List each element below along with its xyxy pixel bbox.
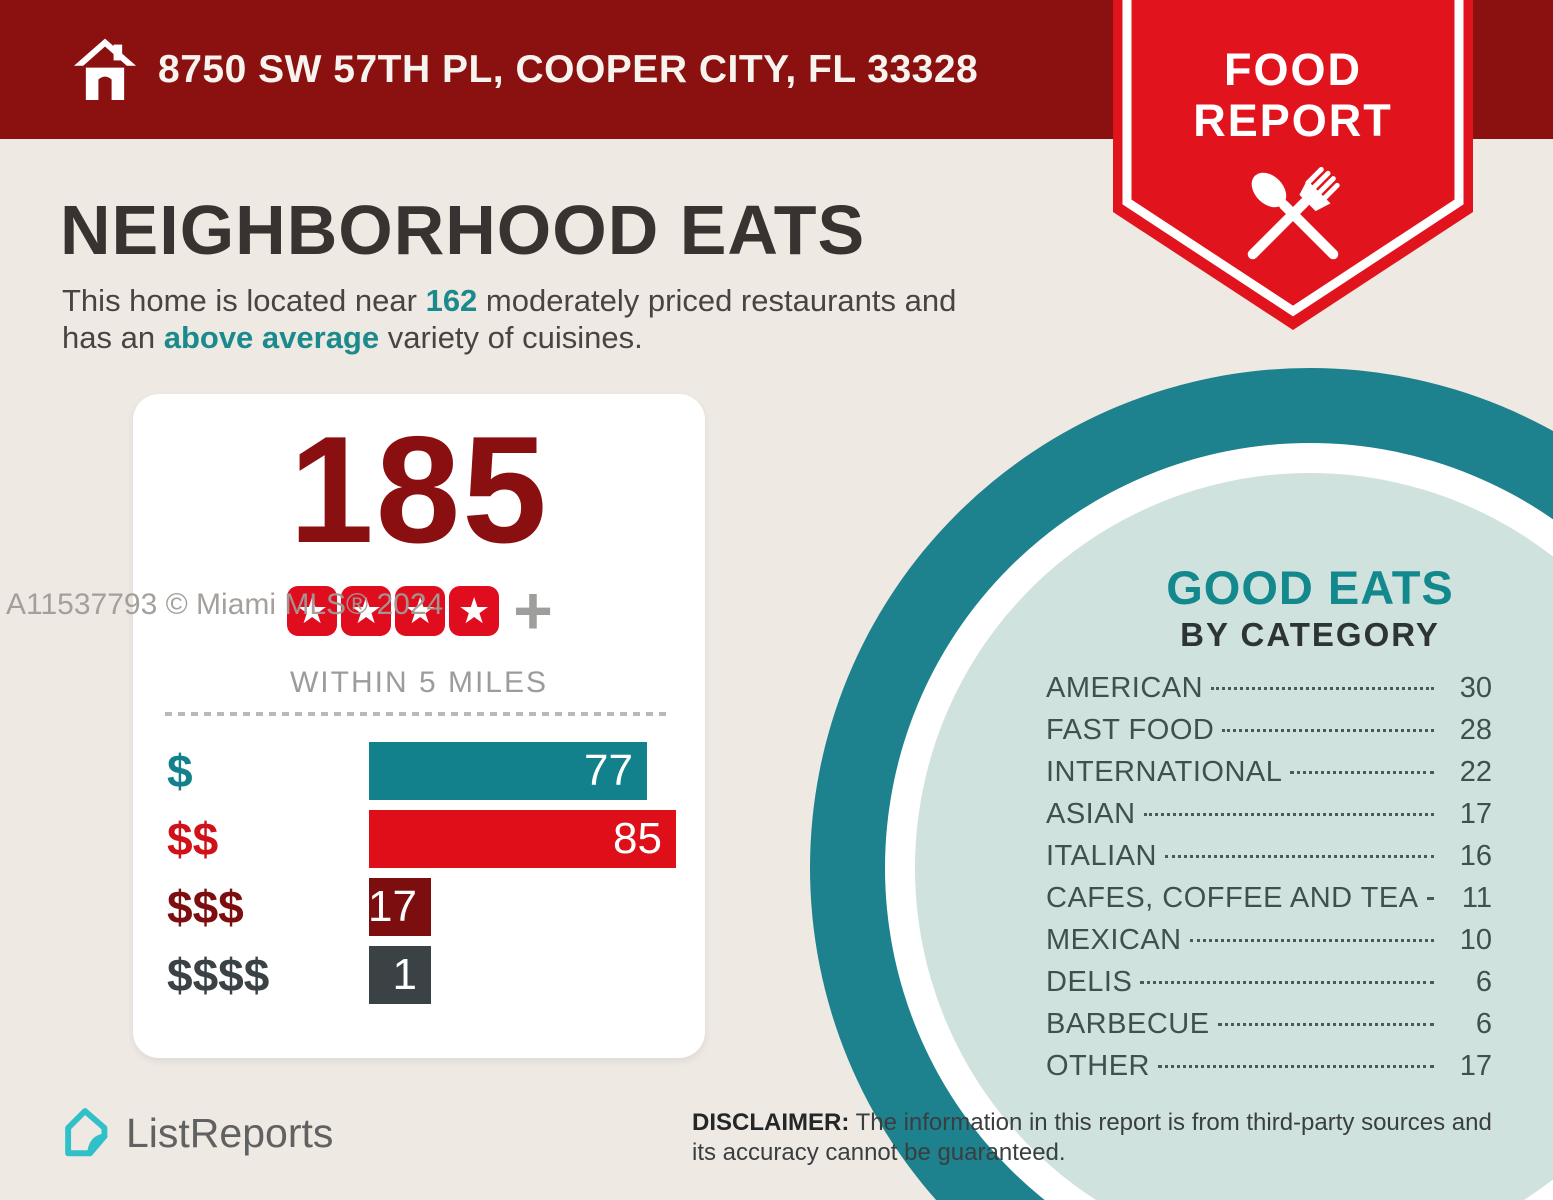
price-tier-bar: 1 <box>369 946 431 1004</box>
dotted-leader <box>1426 897 1434 900</box>
category-label: CAFES, COFFEE AND TEA <box>1046 882 1419 914</box>
price-tier-label: $$$$ <box>167 949 270 1001</box>
crossed-spoon-fork-icon <box>1247 166 1340 260</box>
category-row: OTHER 17 <box>1046 1050 1492 1092</box>
category-row: ASIAN 17 <box>1046 798 1492 840</box>
category-row: DELIS 6 <box>1046 966 1492 1008</box>
category-value: 17 <box>1459 798 1492 830</box>
category-row: AMERICAN 30 <box>1046 672 1492 714</box>
price-tier-bar-chart: $77 $$ 85 $$$ 17 $$$$ 1 <box>133 742 705 1014</box>
price-tier-bar: 85 <box>369 810 676 868</box>
dotted-leader <box>1211 687 1434 690</box>
dotted-leader <box>1290 771 1434 774</box>
intro-line1-pre: This home is located near <box>62 283 426 318</box>
price-tier-row: $$$ 17 <box>133 878 705 936</box>
category-label: ITALIAN <box>1046 840 1157 872</box>
good-eats-title: GOOD EATS <box>1166 561 1454 614</box>
dotted-leader <box>1217 1023 1434 1026</box>
category-row: FAST FOOD 28 <box>1046 714 1492 756</box>
category-label: BARBECUE <box>1046 1008 1210 1040</box>
category-label: AMERICAN <box>1046 672 1204 704</box>
restaurant-count: 162 <box>425 283 478 318</box>
category-label: FAST FOOD <box>1046 714 1215 746</box>
star-icon: ★ <box>449 586 500 636</box>
star-tiles: ★ ★ ★ ★ <box>285 586 501 636</box>
price-tier-bar: 77 <box>369 742 647 800</box>
price-tier-bar: 17 <box>368 878 431 936</box>
price-tier-row: $77 <box>133 742 705 800</box>
category-value: 17 <box>1459 1050 1492 1082</box>
price-tier-label: $$$ <box>167 881 244 933</box>
dotted-leader <box>1164 855 1434 858</box>
intro-text: This home is located near 162 moderately… <box>62 282 956 356</box>
star-icon: ★ <box>287 586 338 636</box>
category-row: BARBECUE 6 <box>1046 1008 1492 1050</box>
star-icon: ★ <box>395 586 446 636</box>
intro-line2-post: variety of cuisines. <box>379 320 643 355</box>
category-label: MEXICAN <box>1046 924 1182 956</box>
category-row: CAFES, COFFEE AND TEA 11 <box>1046 882 1492 924</box>
dotted-leader <box>1189 939 1434 942</box>
category-label: OTHER <box>1046 1050 1150 1082</box>
listreports-house-icon <box>65 1108 108 1157</box>
category-value: 11 <box>1461 882 1492 914</box>
dotted-leader <box>1140 981 1434 984</box>
price-tier-row: $$$$ 1 <box>133 946 705 1004</box>
category-value: 6 <box>1475 1008 1492 1040</box>
disclaimer-text: The information in this report is from t… <box>692 1109 1492 1166</box>
category-label: DELIS <box>1046 966 1133 998</box>
category-row: INTERNATIONAL 22 <box>1046 756 1492 798</box>
disclaimer: DISCLAIMER: The information in this repo… <box>692 1108 1492 1168</box>
dotted-leader <box>1143 813 1434 816</box>
category-row: MEXICAN 10 <box>1046 924 1492 966</box>
ribbon-title-line2: REPORT <box>1193 95 1393 146</box>
category-label: ASIAN <box>1046 798 1136 830</box>
star-glyph: ★ <box>458 590 491 631</box>
category-row: ITALIAN 16 <box>1046 840 1492 882</box>
star-icon: ★ <box>341 586 392 636</box>
dotted-leader <box>1222 729 1434 732</box>
category-value: 10 <box>1459 924 1492 956</box>
category-value: 30 <box>1459 672 1492 704</box>
radius-label: WITHIN 5 MILES <box>289 666 549 699</box>
star-glyph: ★ <box>350 590 383 631</box>
intro-line1-post: moderately priced restaurants and <box>477 283 957 318</box>
total-restaurants: 185 <box>289 405 549 575</box>
home-icon <box>73 38 137 101</box>
variety-highlight: above average <box>163 320 380 355</box>
page-title: NEIGHBORHOOD EATS <box>60 191 866 269</box>
star-rating-row: ★ ★ ★ ★ + <box>133 573 705 649</box>
price-tier-row: $$ 85 <box>133 810 705 868</box>
dotted-leader <box>1158 1065 1434 1068</box>
plus-sign: + <box>513 573 553 649</box>
ribbon-title: FOOD REPORT <box>1113 44 1473 146</box>
property-address: 8750 SW 57TH PL, COOPER CITY, FL 33328 <box>158 47 979 91</box>
ribbon-title-line1: FOOD <box>1224 44 1362 95</box>
category-list: AMERICAN 30 FAST FOOD 28 INTERNATIONAL 22 ASIA… <box>1046 672 1492 1092</box>
dashed-divider <box>165 712 669 716</box>
food-report-ribbon: FOOD REPORT <box>1113 0 1473 336</box>
listreports-logo: ListReports <box>58 1104 333 1162</box>
category-label: INTERNATIONAL <box>1046 756 1283 788</box>
restaurant-summary-card: 185 ★ ★ ★ ★ + WITHIN 5 MILES $77 $$ 85 $$$ 17 $$… <box>133 394 705 1058</box>
category-value: 28 <box>1459 714 1492 746</box>
intro-line2-pre: has an <box>62 320 164 355</box>
category-value: 22 <box>1459 756 1492 788</box>
price-tier-label: $ <box>167 745 193 797</box>
category-value: 6 <box>1475 966 1492 998</box>
star-glyph: ★ <box>404 590 437 631</box>
disclaimer-label: DISCLAIMER: <box>692 1109 850 1136</box>
listreports-wordmark: ListReports <box>126 1109 334 1156</box>
price-tier-label: $$ <box>167 813 219 865</box>
ribbon-shape <box>1113 0 1473 330</box>
mls-watermark: A11537793 © Miami MLS® 2024 <box>6 588 444 621</box>
category-value: 16 <box>1459 840 1492 872</box>
good-eats-subtitle: BY CATEGORY <box>1180 616 1440 653</box>
star-glyph: ★ <box>296 590 329 631</box>
